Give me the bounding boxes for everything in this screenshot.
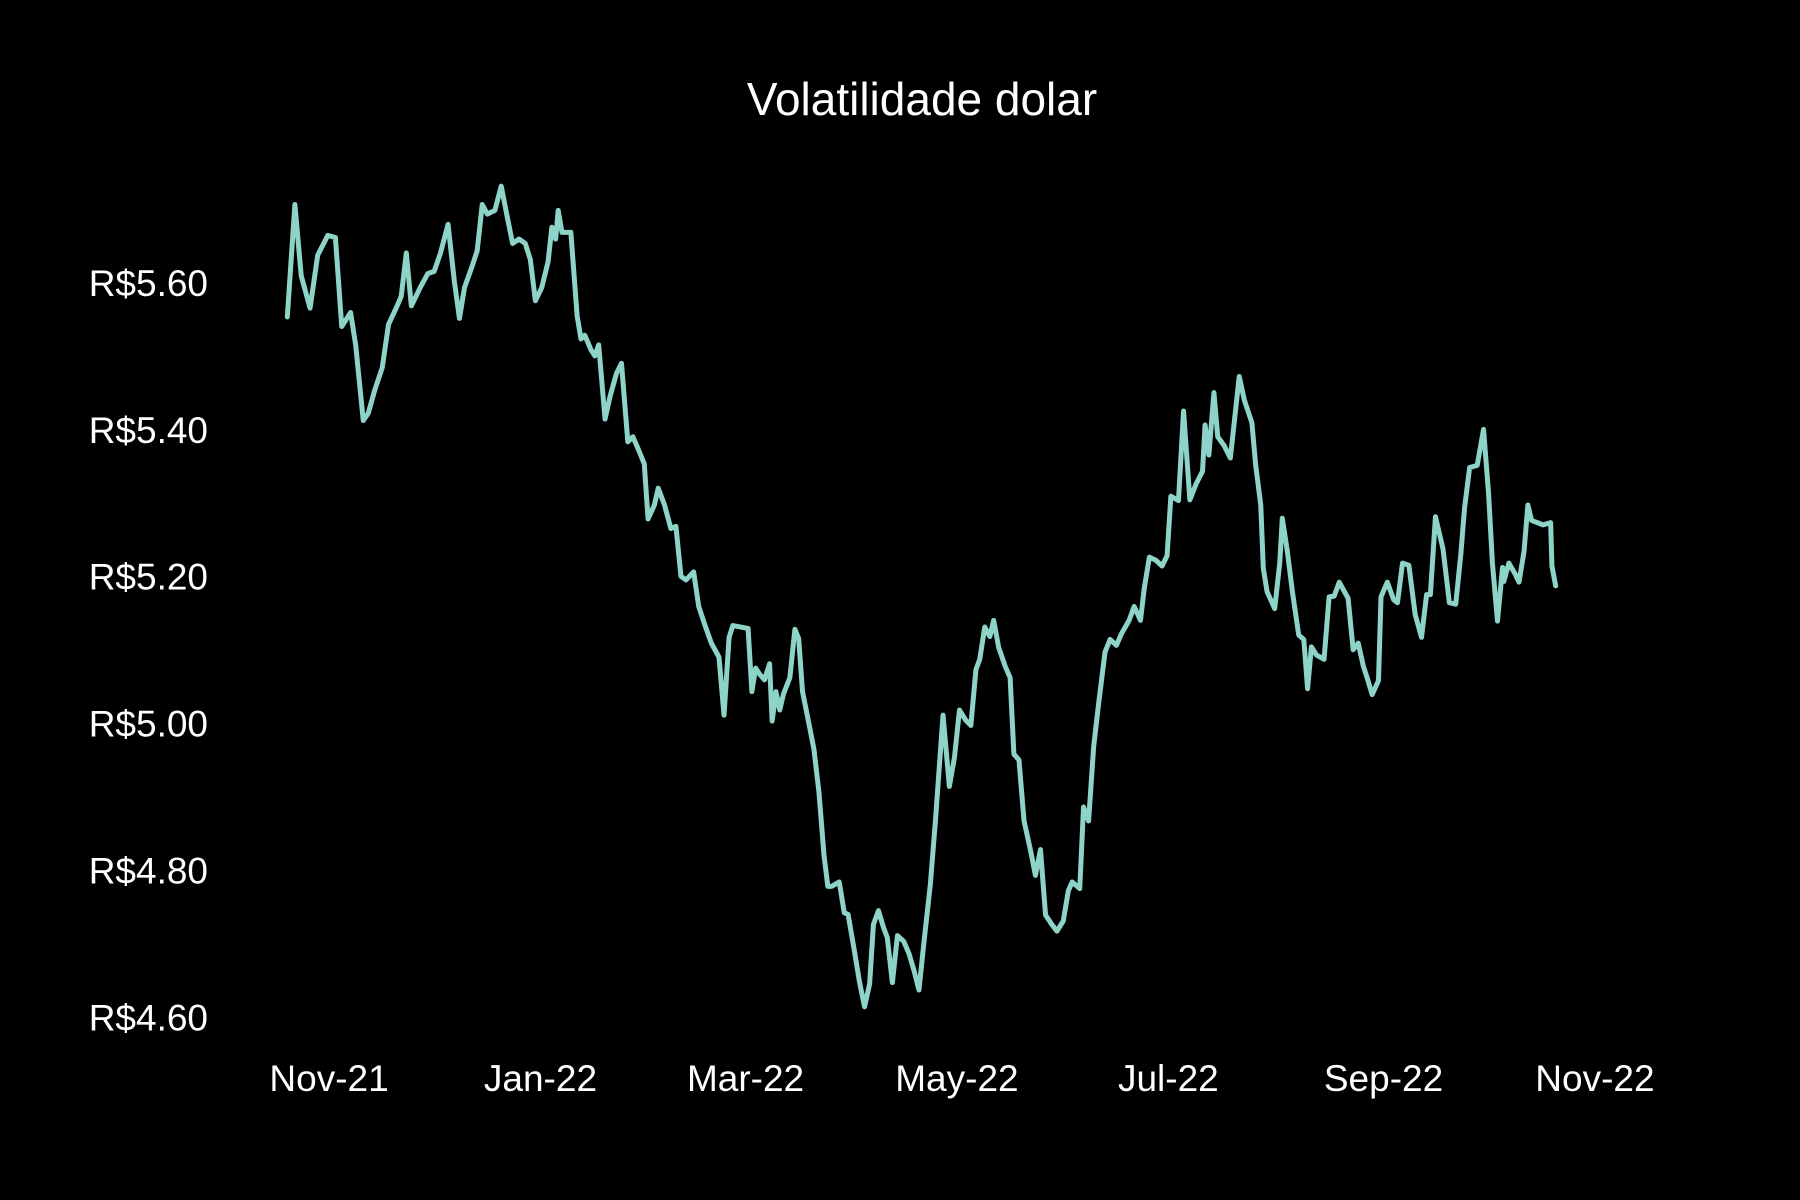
y-tick-label: R$5.60	[89, 263, 208, 304]
y-tick-label: R$4.80	[89, 851, 208, 892]
x-tick-label: Jan-22	[484, 1058, 597, 1099]
y-tick-label: R$5.40	[89, 410, 208, 451]
x-tick-label: May-22	[895, 1058, 1018, 1099]
x-tick-label: Sep-22	[1324, 1058, 1443, 1099]
x-tick-label: Nov-21	[269, 1058, 388, 1099]
y-tick-label: R$5.00	[89, 704, 208, 745]
x-tick-label: Jul-22	[1118, 1058, 1219, 1099]
line	[284, 183, 1559, 1010]
chart-title: Volatilidade dolar	[747, 73, 1097, 125]
x-tick-label: Mar-22	[687, 1058, 804, 1099]
y-tick-label: R$4.60	[89, 998, 208, 1039]
y-tick-label: R$5.20	[89, 557, 208, 598]
x-tick-label: Nov-22	[1535, 1058, 1654, 1099]
